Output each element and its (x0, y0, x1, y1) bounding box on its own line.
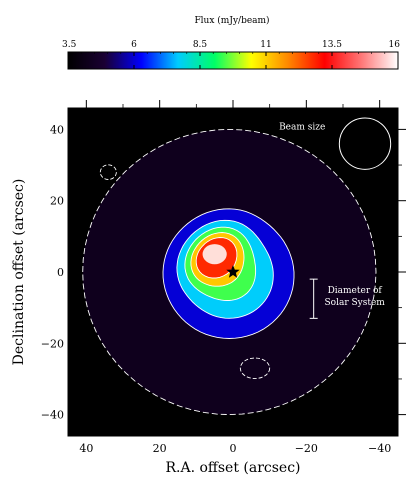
star-marker (226, 265, 240, 278)
x-tick-label: 40 (79, 442, 93, 455)
colorbar-tick-label: 11 (260, 40, 271, 50)
contour-line (82, 128, 377, 416)
contour-line (176, 219, 274, 319)
y-axis-label: Declination offset (arcsec) (11, 179, 27, 366)
colorbar-tick-label: 13.5 (322, 40, 342, 50)
y-tick-label: −20 (41, 337, 64, 350)
noise-contour (239, 357, 271, 379)
contour-line (195, 237, 238, 279)
beam-circle (338, 117, 392, 170)
y-tick-label: 20 (50, 195, 64, 208)
y-tick-labels: 40 20 0 −20 −40 (41, 123, 64, 421)
scale-bar-label-line2: Solar System (324, 298, 385, 308)
beam-label: Beam size (279, 122, 325, 132)
axis-ticks (68, 100, 406, 436)
y-tick-label: −40 (41, 409, 64, 422)
x-tick-label: 0 (230, 442, 237, 455)
contour-line (162, 208, 295, 339)
colorbar-tick-label: 8.5 (193, 40, 208, 50)
overlays: Beam size Diameter of Solar System (226, 117, 392, 319)
colorbar-tick-labels: 3.5 6 8.5 11 13.5 16 (62, 40, 400, 50)
scale-bar-label-line1: Diameter of (328, 286, 383, 296)
x-tick-label: −20 (295, 442, 318, 455)
colorbar (67, 51, 399, 70)
contour-line (184, 226, 257, 301)
y-tick-label: 0 (57, 266, 64, 279)
y-tick-label: 40 (50, 123, 64, 136)
colorbar-label: Flux (mJy/beam) (194, 15, 269, 26)
colorbar-tick-label: 6 (131, 40, 137, 50)
contours (82, 128, 377, 416)
noise-contour (99, 164, 117, 180)
x-tick-label: −40 (368, 442, 391, 455)
x-tick-labels: 40 20 0 −20 −40 (79, 442, 391, 455)
colorbar-tick-label: 3.5 (62, 40, 77, 50)
x-tick-label: 20 (153, 442, 167, 455)
colorbar-tick-label: 16 (389, 40, 401, 50)
x-axis-label: R.A. offset (arcsec) (165, 460, 300, 476)
flux-peak (202, 244, 227, 265)
colorbar-ticks (67, 52, 399, 69)
contour-line (190, 232, 245, 287)
